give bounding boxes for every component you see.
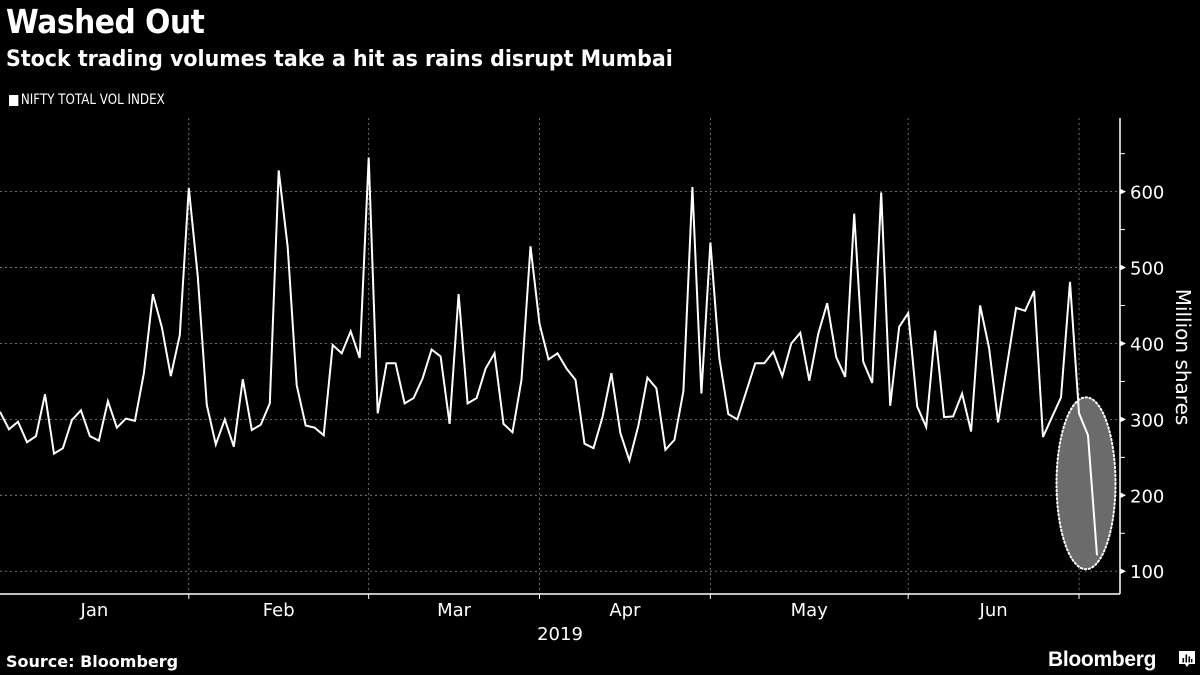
- y-tick-label: 400: [1130, 334, 1164, 355]
- highlight-ellipse: [1055, 396, 1117, 571]
- bloomberg-chart-bubble-icon: [1179, 651, 1195, 667]
- y-tick-label: 500: [1130, 259, 1164, 280]
- y-major-tick: [1120, 340, 1126, 347]
- x-month-label: Apr: [609, 600, 641, 621]
- y-major-tick: [1120, 568, 1126, 575]
- y-major-tick: [1120, 264, 1126, 271]
- horizontal-gridlines: [0, 191, 1120, 572]
- source-note: Source: Bloomberg: [6, 652, 179, 671]
- series-line-nifty-total-vol: [0, 157, 1098, 556]
- y-major-tick: [1120, 416, 1126, 423]
- chart-title: Washed Out: [6, 2, 205, 41]
- y-major-tick: [1120, 492, 1126, 499]
- brand-logo-text: Bloomberg: [1048, 648, 1157, 671]
- vertical-gridlines: [188, 118, 1080, 599]
- x-month-label: Jun: [979, 600, 1008, 621]
- y-axis-title: Million shares: [1171, 289, 1195, 426]
- series-group: [0, 157, 1098, 556]
- x-month-label: Jan: [80, 600, 109, 621]
- y-tick-label: 600: [1130, 183, 1164, 204]
- y-axis-ticks: 100 200 300 400 500 600: [1120, 153, 1164, 583]
- highlight-ellipse-group: [1055, 396, 1117, 571]
- axes: [0, 118, 1121, 595]
- x-axis-labels: Jan Feb Mar Apr May Jun: [80, 600, 1008, 621]
- legend-label: NIFTY TOTAL VOL INDEX: [20, 92, 165, 108]
- chart-subtitle: Stock trading volumes take a hit as rain…: [6, 47, 673, 72]
- legend-swatch: [9, 94, 19, 106]
- x-year-label: 2019: [537, 624, 583, 645]
- x-month-label: Mar: [437, 600, 472, 621]
- y-tick-label: 200: [1130, 486, 1164, 507]
- y-tick-label: 300: [1130, 410, 1164, 431]
- x-month-label: Feb: [263, 600, 295, 621]
- x-month-label: May: [791, 600, 829, 621]
- y-tick-label: 100: [1130, 562, 1164, 583]
- legend: NIFTY TOTAL VOL INDEX: [9, 92, 165, 108]
- y-major-tick: [1120, 188, 1126, 195]
